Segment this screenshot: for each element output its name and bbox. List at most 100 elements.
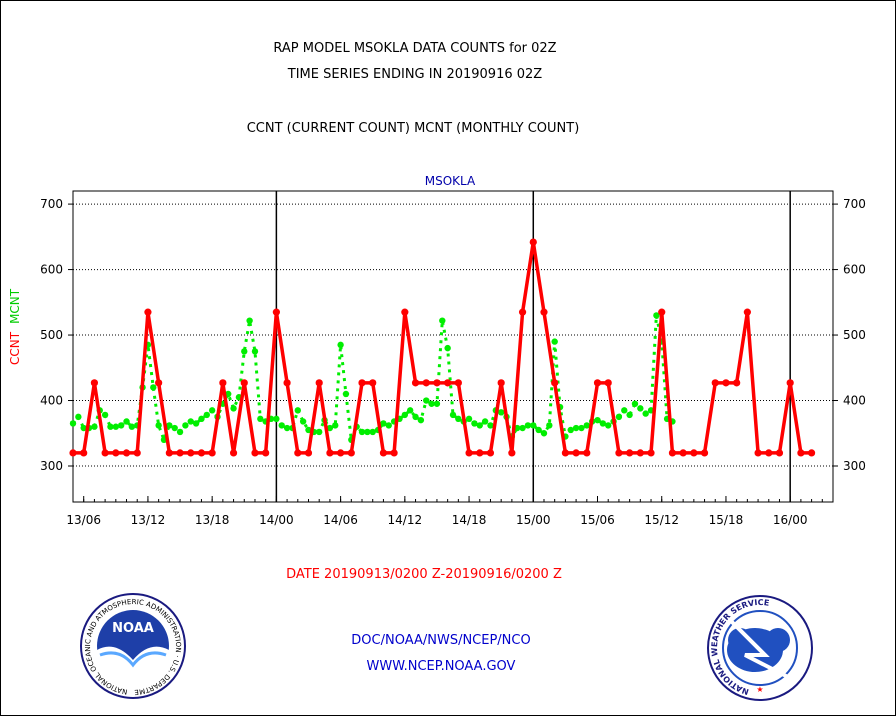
point-mcnt-102 (615, 413, 623, 421)
point-ccnt-25 (337, 449, 345, 457)
plot-area (72, 190, 834, 503)
point-mcnt-78 (487, 422, 494, 429)
point-mcnt-39 (278, 422, 285, 429)
point-ccnt-47 (572, 449, 580, 457)
point-mcnt-93 (567, 426, 574, 434)
point-mcnt-0 (69, 420, 77, 427)
point-mcnt-30 (230, 405, 237, 412)
point-mcnt-26 (208, 407, 216, 414)
x-tick-label-15-00: 15/00 (516, 513, 551, 527)
point-ccnt-27 (358, 379, 366, 387)
point-ccnt-31 (401, 308, 409, 316)
point-mcnt-71 (449, 411, 457, 419)
point-mcnt-58 (380, 420, 387, 427)
website-link[interactable]: WWW.NCEP.NOAA.GOV (367, 659, 516, 674)
point-mcnt-86 (530, 422, 537, 429)
point-ccnt-53 (636, 449, 644, 457)
point-mcnt-70 (444, 344, 451, 352)
point-ccnt-61 (722, 379, 730, 387)
x-tick-label-16-00: 16/00 (773, 513, 808, 527)
title-line-2: TIME SERIES ENDING IN 20190916 02Z (287, 67, 543, 82)
y-tick-label-left-500: 500 (40, 328, 63, 342)
point-mcnt-32 (241, 348, 248, 355)
point-ccnt-62 (733, 379, 741, 387)
point-ccnt-10 (176, 449, 184, 457)
point-ccnt-18 (262, 449, 270, 457)
x-tick-label-13-06: 13/06 (66, 513, 101, 527)
point-mcnt-62 (401, 411, 409, 419)
point-ccnt-60 (711, 379, 719, 387)
point-mcnt-63 (406, 407, 414, 414)
point-ccnt-38 (476, 449, 484, 457)
panel-title: MSOKLA (425, 174, 476, 188)
point-mcnt-69 (439, 317, 446, 324)
point-mcnt-24 (198, 415, 205, 423)
point-ccnt-37 (465, 449, 473, 457)
point-mcnt-35 (257, 415, 264, 423)
chart-subtitle: CCNT (CURRENT COUNT) MCNT (MONTHLY COUNT… (247, 121, 580, 136)
point-ccnt-29 (379, 449, 388, 457)
point-mcnt-105 (631, 400, 639, 407)
point-ccnt-48 (583, 449, 591, 457)
point-mcnt-65 (417, 416, 425, 424)
title-line-1: RAP MODEL MSOKLA DATA COUNTS for 02Z (273, 41, 556, 56)
x-tick-label-13-12: 13/12 (131, 513, 166, 527)
point-ccnt-55 (658, 308, 666, 316)
x-axis: 13/06 13/12 13/18 14/00 14/06 14/12 14/18 15/00… (66, 496, 834, 527)
point-mcnt-103 (621, 407, 628, 414)
point-mcnt-22 (187, 418, 194, 425)
point-mcnt-56 (369, 428, 376, 436)
point-mcnt-23 (192, 420, 200, 427)
y-tick-label-right-300: 300 (843, 459, 866, 473)
point-ccnt-7 (144, 308, 152, 316)
point-ccnt-28 (369, 379, 377, 387)
point-ccnt-14 (219, 379, 227, 387)
point-mcnt-19 (171, 424, 178, 432)
y-tick-label-left-300: 300 (40, 459, 63, 473)
point-ccnt-46 (561, 449, 569, 457)
point-mcnt-29 (225, 390, 232, 398)
y-tick-label-left-700: 700 (40, 197, 63, 211)
point-mcnt-76 (476, 422, 483, 429)
y-tick-label-left-400: 400 (40, 394, 63, 408)
point-ccnt-34 (433, 379, 441, 387)
point-mcnt-34 (251, 348, 259, 355)
point-mcnt-55 (364, 428, 371, 436)
point-ccnt-42 (518, 308, 527, 316)
y-label-ccnt: CCNT (8, 331, 22, 365)
point-ccnt-45 (551, 379, 559, 387)
point-mcnt-64 (412, 413, 419, 421)
point-mcnt-42 (294, 407, 301, 414)
point-mcnt-95 (578, 424, 585, 432)
point-mcnt-66 (423, 397, 430, 404)
point-ccnt-3 (101, 449, 109, 457)
point-mcnt-21 (182, 422, 189, 429)
point-mcnt-2 (80, 424, 87, 432)
point-ccnt-33 (422, 379, 430, 387)
noaa-logo-label: NOAA (112, 621, 154, 636)
nws-logo: ★ NATIONAL WEATHER SERVICE (707, 595, 813, 701)
series-ccnt (69, 238, 816, 457)
y-axis-label: CCNT MCNT (8, 288, 22, 365)
point-mcnt-38 (273, 415, 280, 423)
point-ccnt-9 (165, 449, 173, 457)
point-mcnt-33 (246, 317, 253, 324)
point-mcnt-68 (433, 400, 441, 407)
point-ccnt-40 (497, 379, 505, 387)
point-mcnt-94 (572, 424, 580, 432)
point-mcnt-40 (283, 424, 291, 432)
nws-star: ★ (756, 685, 763, 694)
point-mcnt-106 (637, 405, 644, 412)
point-ccnt-23 (315, 379, 323, 387)
point-ccnt-1 (80, 449, 88, 457)
point-ccnt-41 (508, 449, 516, 457)
point-mcnt-4 (91, 423, 98, 430)
point-mcnt-18 (166, 422, 173, 429)
y-tick-label-left-600: 600 (40, 263, 63, 277)
series-line-ccnt (73, 240, 812, 455)
point-ccnt-39 (486, 449, 495, 457)
point-mcnt-48 (326, 424, 334, 432)
point-ccnt-66 (775, 449, 784, 457)
point-mcnt-67 (428, 400, 435, 407)
point-mcnt-11 (128, 423, 136, 430)
